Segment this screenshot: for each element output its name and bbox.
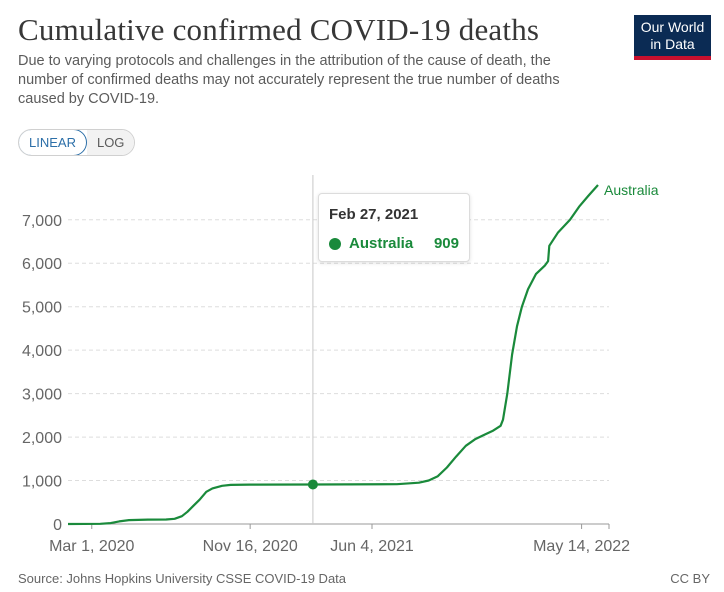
y-tick-label: 6,000 [22,256,62,273]
hover-point [307,479,318,490]
chart-title: Cumulative confirmed COVID-19 deaths [18,12,540,47]
series-line-australia[interactable] [67,184,599,526]
logo-line-2: in Data [650,36,695,52]
x-tick-label: Mar 1, 2020 [49,538,134,555]
log-scale-button[interactable]: LOG [86,130,135,155]
series-label-australia[interactable]: Australia [604,182,659,198]
owid-logo[interactable]: Our World in Data [634,15,711,60]
license-link[interactable]: CC BY [670,571,710,586]
x-tick-label: Nov 16, 2020 [203,538,298,555]
y-tick-label: 2,000 [22,430,62,447]
y-tick-label: 5,000 [22,300,62,317]
y-axis-ticks: 0 1,000 2,000 3,000 4,000 5,000 6,000 7,000 [22,213,62,534]
y-gridlines [68,219,609,482]
linear-scale-button[interactable]: LINEAR [19,130,87,155]
logo-line-1: Our World [640,19,705,35]
tooltip-row: Australia 909 [329,235,459,252]
chart-subtitle: Due to varying protocols and challenges … [18,53,560,107]
x-tick-label: Jun 4, 2021 [330,538,414,555]
tooltip-date: Feb 27, 2021 [329,206,419,223]
y-tick-label: 0 [53,517,62,534]
tooltip-series-name: Australia [349,235,414,252]
y-tick-label: 3,000 [22,387,62,404]
y-tick-label: 7,000 [22,213,62,230]
y-tick-label: 1,000 [22,474,62,491]
tooltip-series-dot [329,237,341,250]
x-axis: Mar 1, 2020 Nov 16, 2020 Jun 4, 2021 May 14… [49,523,630,555]
tooltip-value: 909 [433,235,459,252]
tooltip: Feb 27, 2021 Australia 909 [318,193,470,262]
scale-toggle: LINEAR LOG [18,129,136,156]
x-tick-label: May 14, 2022 [533,538,630,555]
source-note[interactable]: Source: Johns Hopkins University CSSE CO… [18,571,347,586]
y-tick-label: 4,000 [22,343,62,360]
